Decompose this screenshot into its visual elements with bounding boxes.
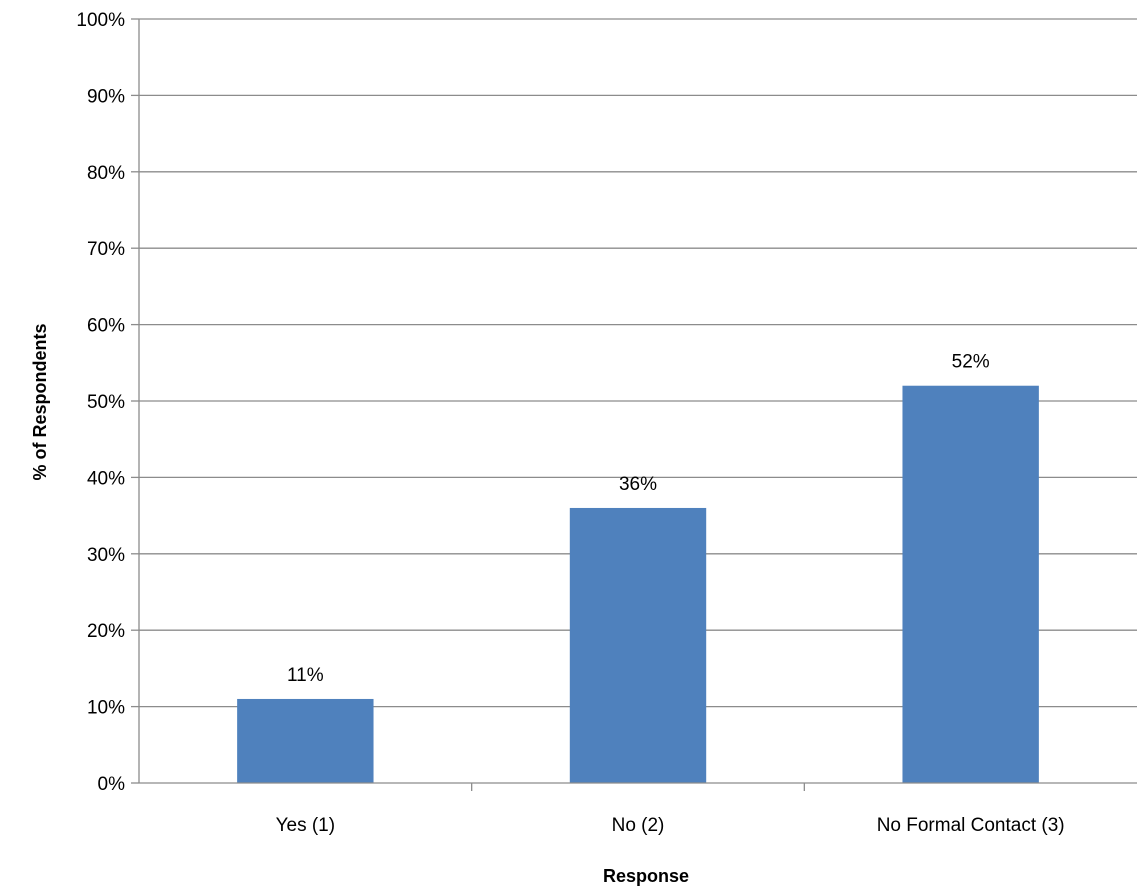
- data-label: 11%: [287, 665, 324, 686]
- x-axis-title: Response: [603, 866, 689, 886]
- gridlines: [139, 18, 1137, 708]
- y-tick-label: 10%: [87, 698, 125, 719]
- labels: 0% 10% 20% 30% 40% 50% 60% 70% 80% 90% 100% 11% Yes …: [76, 10, 1064, 836]
- axes: [131, 18, 1137, 791]
- x-category-label: No (2): [612, 815, 665, 836]
- y-tick-label: 90%: [87, 86, 125, 107]
- bar: [569, 507, 707, 783]
- data-label: 52%: [952, 352, 990, 373]
- y-tick-label: 100%: [76, 10, 125, 31]
- bar: [237, 698, 374, 783]
- y-axis-title: % of Respondents: [30, 323, 50, 480]
- y-tick-label: 0%: [98, 774, 126, 795]
- y-tick-label: 20%: [87, 621, 125, 642]
- y-tick-label: 60%: [87, 316, 125, 337]
- y-tick-label: 70%: [87, 239, 125, 260]
- bars: [237, 385, 1039, 783]
- y-tick-label: 80%: [87, 163, 125, 184]
- bar: [902, 385, 1039, 783]
- data-label: 36%: [619, 474, 657, 495]
- y-tick-label: 50%: [87, 392, 125, 413]
- x-category-label: No Formal Contact (3): [877, 815, 1065, 836]
- x-category-label: Yes (1): [276, 815, 336, 836]
- y-tick-label: 40%: [87, 468, 125, 489]
- y-tick-label: 30%: [87, 545, 125, 566]
